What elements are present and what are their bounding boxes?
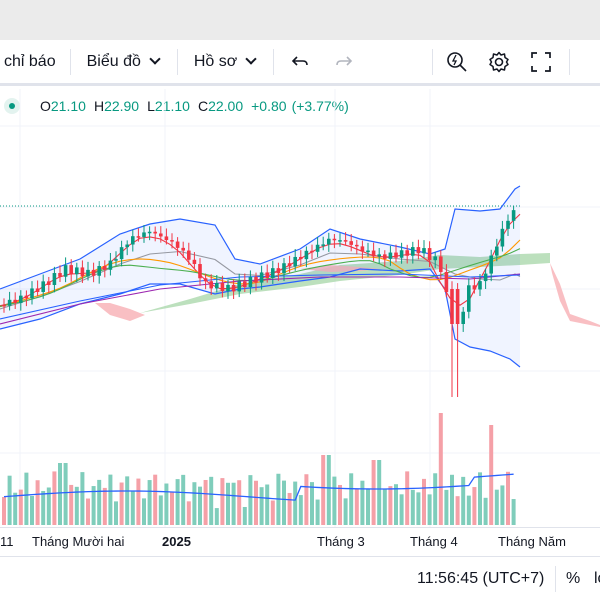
price-chart-svg[interactable] bbox=[0, 89, 600, 527]
log-scale-toggle[interactable]: lo bbox=[594, 569, 600, 587]
ohlc-legend: O 21.10 H 22.90 L 21.10 C 22.00 +0.80 (+… bbox=[0, 96, 349, 116]
chart-type-label: Biểu đồ bbox=[86, 52, 141, 70]
toolbar-divider bbox=[176, 48, 178, 75]
bollinger-upper-band bbox=[0, 185, 521, 290]
moving-average-purple bbox=[0, 273, 521, 325]
indicators-button[interactable]: chỉ báo bbox=[0, 39, 70, 85]
chart-type-dropdown[interactable]: Biểu đồ bbox=[71, 39, 177, 85]
clock-display[interactable]: 11:56:45 (UTC+7) bbox=[417, 569, 545, 587]
undo-button[interactable] bbox=[284, 46, 316, 78]
high-label: H bbox=[93, 98, 105, 114]
time-axis-label: Tháng 4 bbox=[410, 534, 458, 549]
profile-label: Hồ sơ bbox=[193, 52, 238, 70]
redo-button[interactable] bbox=[328, 46, 360, 78]
volume-ma-line bbox=[3, 473, 514, 501]
chart-grid bbox=[0, 89, 600, 527]
close-value: 22.00 bbox=[208, 98, 244, 114]
toolbar-divider bbox=[273, 48, 275, 75]
toolbar-divider bbox=[569, 48, 571, 75]
chevron-down-icon bbox=[149, 53, 161, 65]
undo-icon bbox=[292, 55, 309, 66]
gear-icon bbox=[489, 51, 509, 72]
lightning-search-icon bbox=[447, 51, 467, 72]
price-chart-pane[interactable] bbox=[0, 89, 600, 554]
settings-button[interactable] bbox=[483, 46, 515, 78]
time-axis-label: Tháng Năm bbox=[498, 534, 566, 549]
open-label: O bbox=[40, 98, 51, 114]
bottom-status-bar: 11:56:45 (UTC+7) % lo bbox=[0, 556, 600, 600]
volume-bars bbox=[2, 413, 516, 525]
percent-scale-toggle[interactable]: % bbox=[566, 569, 581, 587]
toolbar-divider bbox=[432, 48, 434, 75]
chart-toolbar: chỉ báo Biểu đồ Hồ sơ bbox=[0, 40, 600, 86]
chevron-down-icon bbox=[245, 53, 257, 65]
fullscreen-button[interactable] bbox=[525, 46, 557, 78]
time-axis-label: Tháng Mười hai bbox=[32, 534, 125, 549]
toolbar-divider bbox=[69, 48, 71, 75]
visibility-dot-icon[interactable] bbox=[4, 98, 20, 114]
change-percent: (+3.77%) bbox=[291, 98, 349, 114]
moving-average-blue bbox=[0, 273, 521, 320]
candlestick-series bbox=[2, 205, 516, 397]
low-value: 21.10 bbox=[154, 98, 190, 114]
indicators-label: chỉ báo bbox=[4, 52, 56, 70]
open-value: 21.10 bbox=[50, 98, 86, 114]
time-axis[interactable]: 11 Tháng Mười hai 2025 Tháng 3 Tháng 4 T… bbox=[0, 527, 600, 554]
change-value: +0.80 bbox=[251, 98, 287, 114]
high-value: 22.90 bbox=[104, 98, 140, 114]
ichimoku-cloud-bullish bbox=[140, 253, 550, 313]
time-axis-label: 2025 bbox=[162, 534, 191, 549]
profile-dropdown[interactable]: Hồ sơ bbox=[178, 39, 273, 85]
quick-search-button[interactable] bbox=[441, 46, 473, 78]
browser-top-strip bbox=[0, 0, 600, 40]
low-label: L bbox=[147, 98, 155, 114]
status-divider bbox=[555, 565, 556, 592]
close-label: C bbox=[197, 98, 209, 114]
fullscreen-icon bbox=[531, 51, 552, 72]
time-axis-label: 11 bbox=[0, 534, 14, 549]
time-axis-label: Tháng 3 bbox=[317, 534, 365, 549]
redo-icon bbox=[336, 55, 353, 66]
